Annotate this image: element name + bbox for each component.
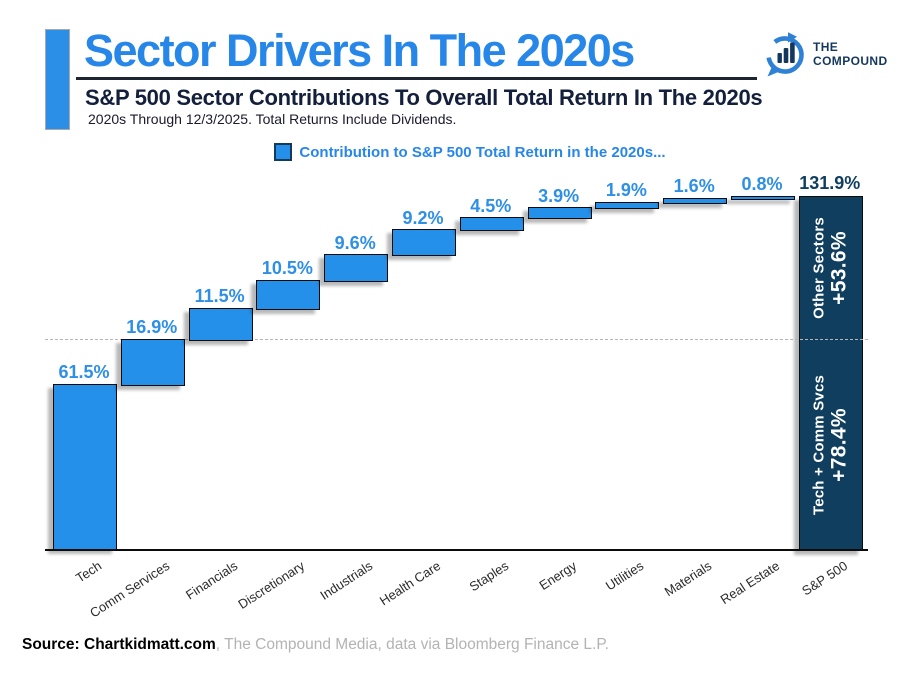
waterfall-bar bbox=[53, 383, 117, 551]
x-axis-line bbox=[45, 549, 868, 551]
waterfall-bar bbox=[527, 207, 592, 220]
the-compound-logo: THE COMPOUND bbox=[763, 30, 888, 78]
x-tick-label: Real Estate bbox=[717, 558, 783, 608]
bar-value-label: 61.5% bbox=[58, 362, 110, 383]
waterfall-bar bbox=[459, 217, 524, 232]
section-name: Tech + Comm Svcs bbox=[810, 374, 828, 515]
legend-swatch bbox=[274, 143, 293, 161]
bar-value-label: 0.8% bbox=[741, 174, 783, 194]
bar-value-label: 16.9% bbox=[126, 317, 178, 338]
bar-value-label: 1.6% bbox=[673, 176, 715, 197]
bar-value-label: 9.6% bbox=[334, 232, 376, 253]
waterfall-bar bbox=[731, 195, 795, 200]
bar-value-label: 3.9% bbox=[538, 185, 580, 206]
total-bar: Other Sectors +53.6% Tech + Comm Svcs +78.4… bbox=[798, 195, 863, 551]
bar-value-label: 10.5% bbox=[261, 258, 313, 279]
section-name: Other Sectors bbox=[810, 217, 828, 319]
waterfall-bar bbox=[392, 229, 456, 257]
waterfall-bar bbox=[120, 338, 185, 386]
source-credits: , The Compound Media, data via Bloomberg… bbox=[215, 636, 609, 653]
bar-value-label: 1.9% bbox=[605, 180, 647, 201]
page-title: Sector Drivers In The 2020s bbox=[84, 25, 635, 76]
compound-logo-text: THE COMPOUND bbox=[813, 40, 888, 69]
waterfall-bar bbox=[595, 201, 660, 209]
logo-line-2: COMPOUND bbox=[813, 54, 888, 68]
title-divider bbox=[76, 77, 757, 80]
waterfall-bar bbox=[663, 197, 728, 204]
waterfall-bar bbox=[324, 254, 389, 282]
total-bar-section-label: Tech + Comm Svcs +78.4% bbox=[810, 375, 851, 515]
subtitle: S&P 500 Sector Contributions To Overall … bbox=[85, 85, 763, 110]
dashed-reference-line bbox=[45, 339, 868, 341]
legend-label: Contribution to S&P 500 Total Return in … bbox=[299, 143, 666, 161]
logo-line-1: THE bbox=[813, 39, 839, 54]
total-bar-section-label: Other Sectors +53.6% bbox=[810, 217, 851, 319]
total-value-label: 131.9% bbox=[799, 173, 861, 193]
bar-value-label: 4.5% bbox=[470, 195, 512, 216]
compound-logo-icon bbox=[766, 32, 804, 77]
section-value: +78.4% bbox=[827, 407, 851, 482]
total-bar-section: Tech + Comm Svcs +78.4% bbox=[800, 340, 862, 550]
bar-value-label: 11.5% bbox=[194, 286, 245, 307]
source-name: Source: Chartkidmatt.com bbox=[22, 636, 216, 653]
x-tick-label: S&P 500 bbox=[798, 558, 850, 599]
waterfall-bar bbox=[256, 279, 321, 310]
title-accent-bar bbox=[45, 29, 70, 130]
section-value: +53.6% bbox=[827, 231, 851, 305]
chart-legend: Contribution to S&P 500 Total Return in … bbox=[0, 143, 913, 161]
caption: 2020s Through 12/3/2025. Total Returns I… bbox=[88, 111, 457, 127]
waterfall-bar bbox=[188, 307, 253, 341]
source-line: Source: Chartkidmatt.com, The Compound M… bbox=[22, 636, 609, 654]
bar-value-label: 9.2% bbox=[402, 207, 444, 228]
total-bar-section: Other Sectors +53.6% bbox=[800, 197, 862, 340]
